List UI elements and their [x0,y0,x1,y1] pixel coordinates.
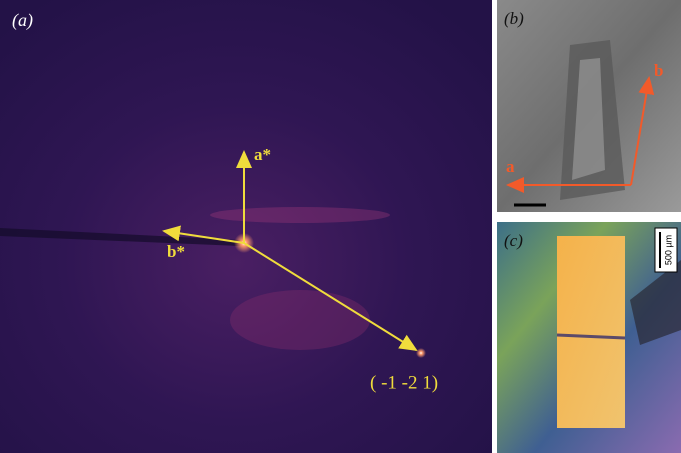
figure: (a) a* b* ( -1 -2 1) (b) b a (c) 500 µm [0,0,681,453]
panel-a: (a) a* b* ( -1 -2 1) [0,0,492,453]
diffuse-streak [210,207,390,223]
panel-label: (a) [12,10,33,31]
diffuse-scatter [230,290,370,350]
vector-label: b* [167,242,185,261]
panel-label: (b) [504,9,524,28]
scale-label: 500 µm [663,235,673,265]
panel-c: (c) 500 µm [497,222,681,453]
panel-label: (c) [504,231,523,250]
axis-label: a [506,157,515,176]
vector-label: a* [254,145,271,164]
axis-label: b [654,61,663,80]
panel-b: (b) b a [497,0,681,212]
crystal [557,236,625,428]
reflection-spot [416,348,426,358]
reflection-label: ( -1 -2 1) [370,372,438,393]
